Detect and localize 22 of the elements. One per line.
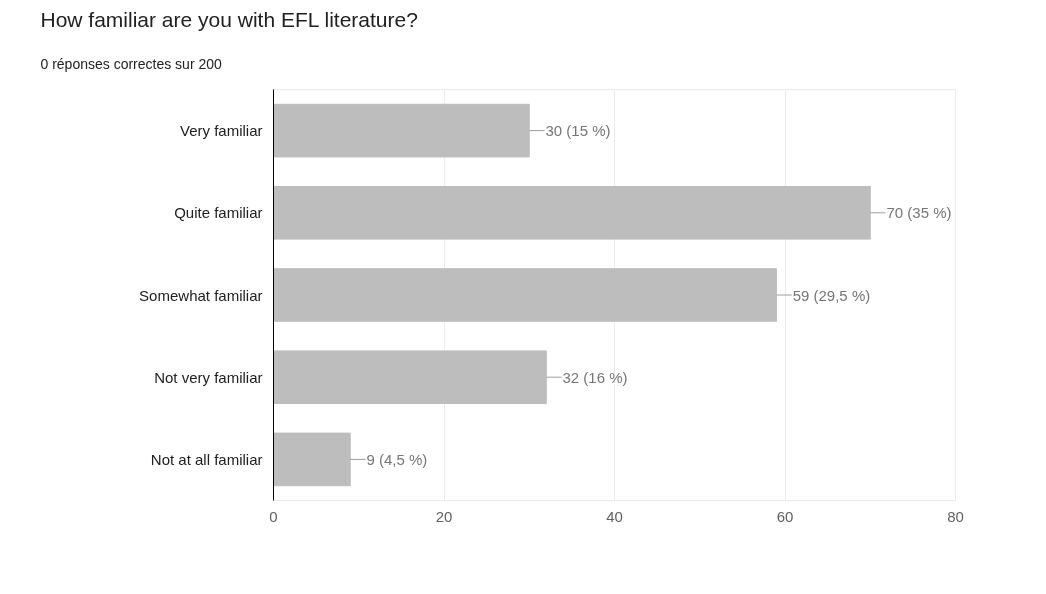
bar xyxy=(273,103,530,158)
y-tick-label: Somewhat familiar xyxy=(139,286,263,304)
bar xyxy=(273,186,871,240)
text: 0 réponses correctes sur 200 xyxy=(40,55,223,72)
data-label: 30 (15 %) xyxy=(545,122,611,140)
y-tick-label: Not at all familiar xyxy=(150,450,263,468)
x-tick-label: 60 xyxy=(776,507,794,525)
data-label: 70 (35 %) xyxy=(886,204,952,222)
bar xyxy=(273,350,547,404)
x-tick-label: 40 xyxy=(606,507,623,525)
x-tick-label: 80 xyxy=(947,507,964,525)
data-label: 9 (4,5 %) xyxy=(366,450,428,468)
x-tick-label: 0 xyxy=(269,507,278,525)
data-label: 32 (16 %) xyxy=(562,368,628,386)
y-tick-label: Quite familiar xyxy=(174,204,263,222)
x-tick-label: 20 xyxy=(435,507,453,525)
bar xyxy=(273,268,777,322)
chart-title: How familiar are you with EFL literature? xyxy=(40,7,418,31)
y-tick-label: Very familiar xyxy=(179,122,263,140)
data-label: 59 (29,5 %) xyxy=(792,286,871,304)
bar xyxy=(273,432,351,487)
y-tick-label: Not very familiar xyxy=(154,368,263,386)
